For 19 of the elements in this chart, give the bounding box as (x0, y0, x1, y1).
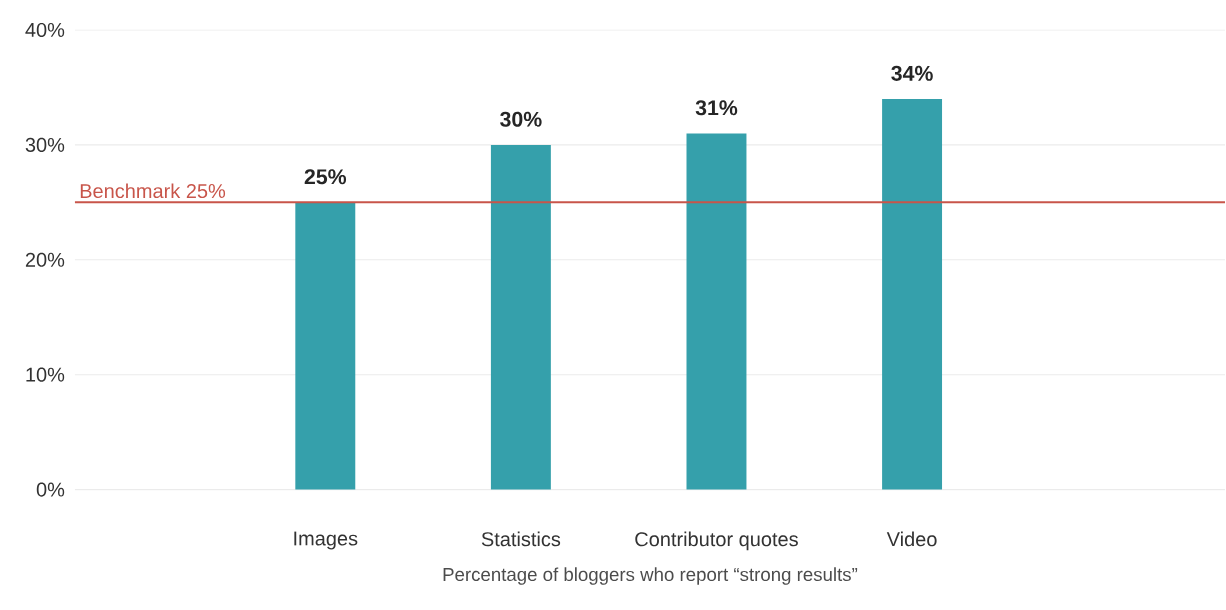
bar (882, 99, 943, 490)
y-tick-label: 20% (25, 252, 65, 268)
data-label: 31% (695, 100, 738, 116)
y-tick-label: 40% (25, 23, 65, 38)
x-axis-title: Percentage of bloggers who report “strong results” (443, 567, 858, 586)
x-tick-label: Statistics (481, 531, 561, 547)
y-tick-label: 10% (26, 367, 65, 383)
ref-line-label: Benchmark 25% (80, 183, 226, 199)
x-tick-label: Images (294, 531, 358, 550)
x-tick-label: Contributor quotes (635, 531, 798, 551)
x-tick-label: Video (886, 531, 937, 547)
bar (490, 145, 551, 490)
data-label: 30% (500, 111, 542, 128)
data-label: 34% (891, 66, 933, 82)
y-tick-label: 0% (36, 482, 65, 497)
bar (295, 202, 356, 490)
bar (686, 133, 747, 490)
y-tick-label: 30% (25, 138, 65, 153)
data-label: 25% (304, 169, 347, 185)
